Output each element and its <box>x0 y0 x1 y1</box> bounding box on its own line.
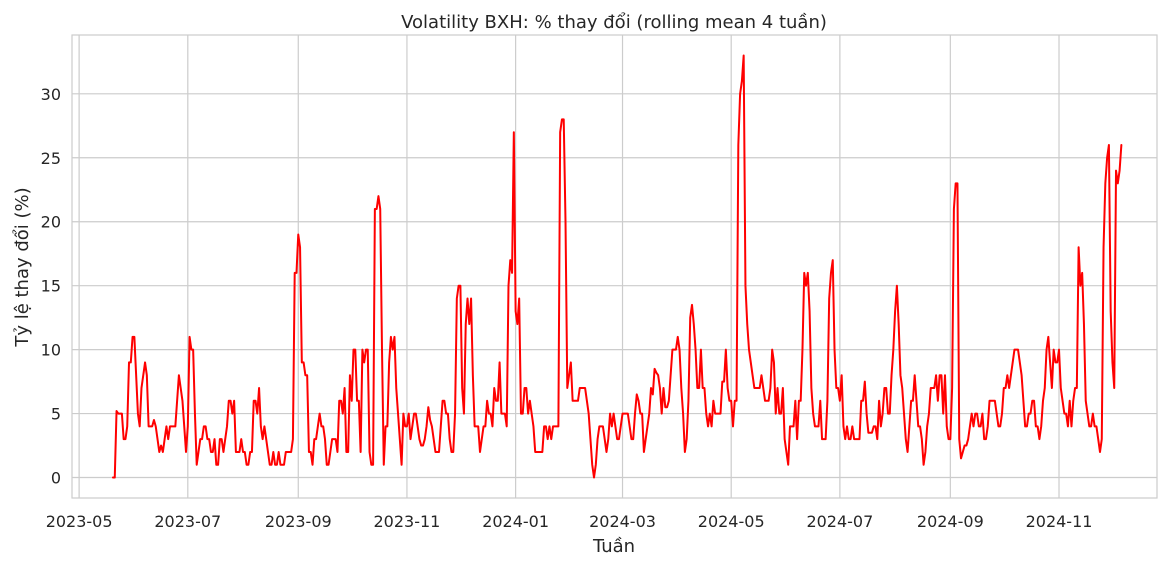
x-tick-label: 2024-11 <box>1026 512 1093 531</box>
x-tick-label: 2024-05 <box>698 512 765 531</box>
y-axis-ticks: 0 5 10 15 20 25 30 <box>41 85 61 488</box>
y-tick-label: 10 <box>41 341 61 360</box>
y-axis-label: Tỷ lệ thay đổi (%) <box>12 187 33 347</box>
y-tick-label: 30 <box>41 85 61 104</box>
y-tick-label: 0 <box>51 469 61 488</box>
x-tick-label: 2023-11 <box>374 512 441 531</box>
y-tick-label: 25 <box>41 149 61 168</box>
x-axis-ticks: 2023-05 2023-07 2023-09 2023-11 2024-01 2024-… <box>46 512 1093 531</box>
y-tick-label: 5 <box>51 405 61 424</box>
plot-area <box>111 54 1123 479</box>
x-tick-label: 2023-07 <box>154 512 221 531</box>
chart-title: Volatility BXH: % thay đổi (rolling mean… <box>401 12 827 33</box>
plot-frame <box>71 34 1158 499</box>
x-axis-label: Tuần <box>592 536 635 557</box>
x-tick-label: 2024-03 <box>589 512 656 531</box>
x-tick-label: 2024-09 <box>917 512 984 531</box>
x-tick-label: 2024-01 <box>482 512 549 531</box>
x-tick-label: 2023-09 <box>265 512 332 531</box>
x-tick-label: 2024-07 <box>806 512 873 531</box>
y-tick-label: 20 <box>41 213 61 232</box>
series-line <box>111 54 1123 479</box>
x-tick-label: 2023-05 <box>46 512 113 531</box>
y-tick-label: 15 <box>41 277 61 296</box>
